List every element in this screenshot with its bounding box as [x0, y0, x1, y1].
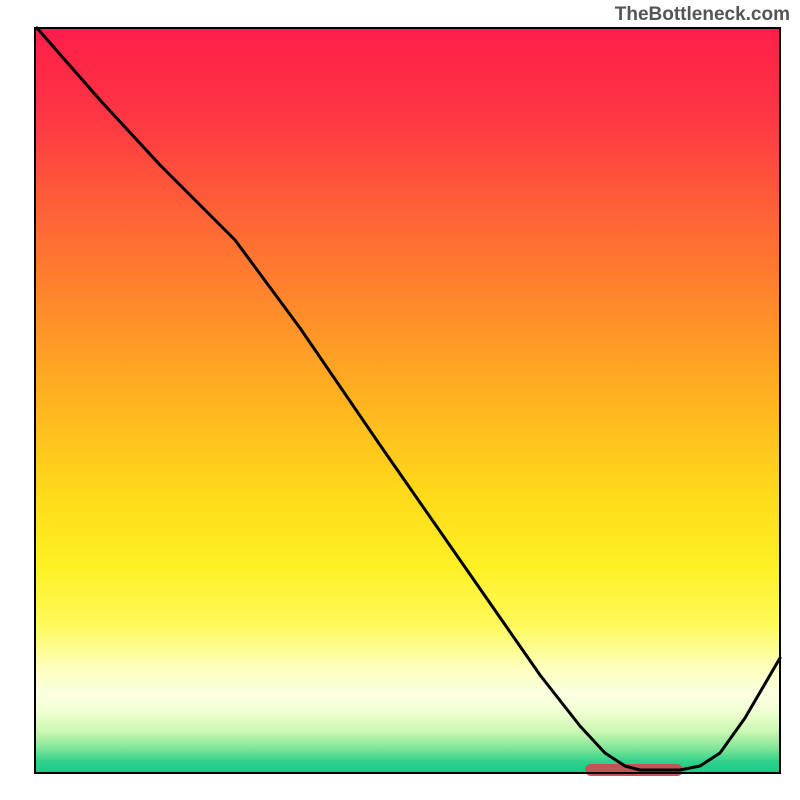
chart-svg [0, 0, 800, 800]
plot-gradient [35, 28, 780, 773]
attribution-text: TheBottleneck.com [615, 4, 790, 26]
chart-container: TheBottleneck.com [0, 0, 800, 800]
